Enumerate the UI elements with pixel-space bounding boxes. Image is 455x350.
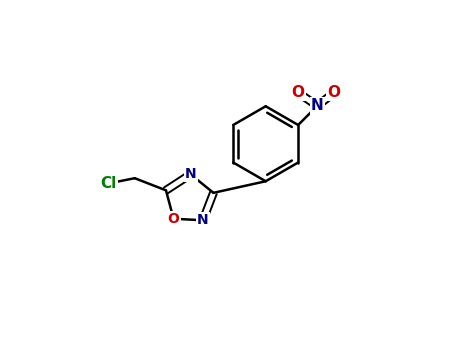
Text: Cl: Cl (101, 176, 117, 191)
Text: O: O (328, 85, 340, 100)
Text: N: N (311, 98, 324, 113)
Text: O: O (292, 85, 305, 100)
Text: N: N (197, 213, 209, 227)
Text: N: N (185, 167, 197, 181)
Text: O: O (167, 212, 180, 226)
